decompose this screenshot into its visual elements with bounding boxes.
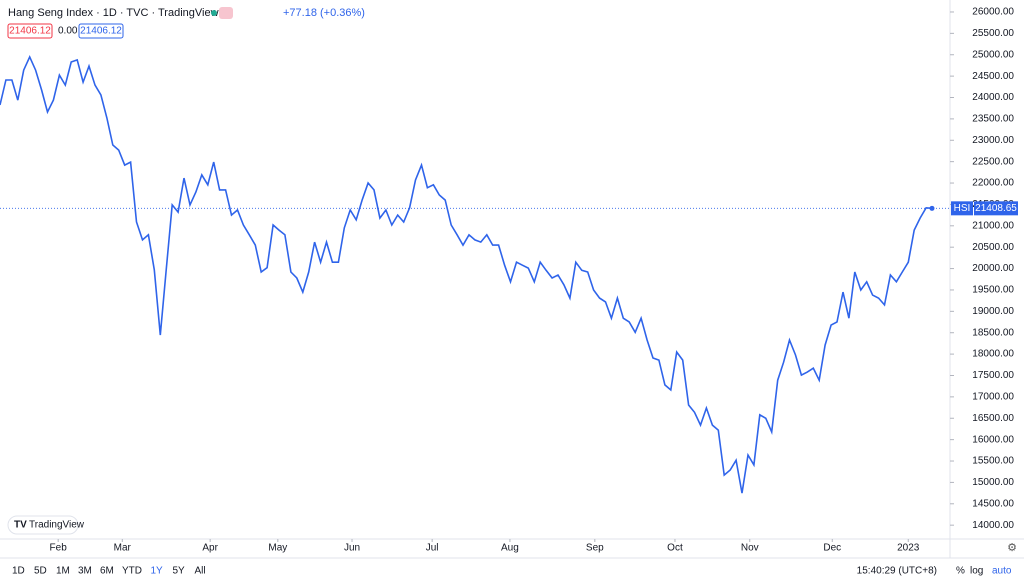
- y-tick-label: 25000.00: [972, 49, 1014, 60]
- scale-option[interactable]: log: [970, 566, 983, 577]
- y-tick-label: 25500.00: [972, 28, 1014, 39]
- x-tick-label: Dec: [823, 543, 841, 554]
- logo-badge: [7, 515, 79, 535]
- y-tick-label: 15000.00: [972, 477, 1014, 488]
- y-tick-label: 23000.00: [972, 135, 1014, 146]
- x-tick-label: Nov: [741, 543, 759, 554]
- x-tick-label: Jun: [344, 543, 360, 554]
- y-tick-label: 19500.00: [972, 285, 1014, 296]
- symbol-title: Hang Seng Index · 1D · TVC · TradingView: [8, 7, 219, 19]
- y-tick-label: 16500.00: [972, 413, 1014, 424]
- y-tick-label: 14000.00: [972, 520, 1014, 531]
- y-tick-label: 24500.00: [972, 71, 1014, 82]
- scale-option[interactable]: auto: [992, 566, 1012, 577]
- range-button[interactable]: 1Y: [151, 566, 164, 577]
- last-point: [929, 205, 935, 211]
- x-tick-label: Apr: [202, 543, 218, 554]
- settings-icon[interactable]: ⚙: [1007, 542, 1017, 554]
- ask-badge: [78, 23, 124, 39]
- symbol-label: HSI: [954, 203, 971, 214]
- y-tick-label: 19000.00: [972, 306, 1014, 317]
- y-tick-label: 24000.00: [972, 92, 1014, 103]
- x-tick-label: Jul: [426, 543, 439, 554]
- range-button[interactable]: 1M: [56, 566, 70, 577]
- x-tick-label: Mar: [114, 543, 132, 554]
- y-tick-label: 20500.00: [972, 242, 1014, 253]
- price-change: +77.18 (+0.36%): [283, 7, 365, 19]
- range-button[interactable]: 5D: [34, 566, 47, 577]
- x-tick-label: Feb: [50, 543, 68, 554]
- bid: 21406.12: [9, 26, 51, 37]
- scale-option[interactable]: %: [956, 566, 965, 577]
- x-tick-label: 2023: [897, 543, 920, 554]
- x-tick-label: Oct: [667, 543, 683, 554]
- y-tick-label: 17500.00: [972, 370, 1014, 381]
- ask: 21406.12: [80, 26, 122, 37]
- clock: 15:40:29 (UTC+8): [857, 566, 937, 577]
- y-tick-label: 15500.00: [972, 456, 1014, 467]
- range-button[interactable]: 5Y: [173, 566, 186, 577]
- y-tick-label: 18500.00: [972, 327, 1014, 338]
- range-button[interactable]: YTD: [122, 566, 142, 577]
- range-button[interactable]: 3M: [78, 566, 92, 577]
- x-tick-label: Sep: [586, 543, 604, 554]
- y-tick-label: 17000.00: [972, 392, 1014, 403]
- y-tick-label: 23500.00: [972, 114, 1014, 125]
- status-dot: [211, 10, 217, 16]
- y-tick-label: 26000.00: [972, 7, 1014, 18]
- price-tag: [974, 201, 1018, 216]
- y-tick-label: 20000.00: [972, 263, 1014, 274]
- x-tick-label: Aug: [501, 543, 519, 554]
- range-button[interactable]: 6M: [100, 566, 114, 577]
- range-button[interactable]: All: [195, 566, 206, 577]
- y-tick-label: 14500.00: [972, 498, 1014, 509]
- range-button[interactable]: 1D: [12, 566, 25, 577]
- y-tick-label: 22500.00: [972, 156, 1014, 167]
- y-tick-label: 16000.00: [972, 434, 1014, 445]
- y-tick-label: 18000.00: [972, 349, 1014, 360]
- y-tick-label: 21000.00: [972, 220, 1014, 231]
- bid-badge: [7, 23, 53, 39]
- price-tag-label: 21408.65: [975, 203, 1017, 214]
- status-icon: [219, 7, 233, 19]
- logo-mark: TV: [14, 520, 27, 531]
- x-tick-label: May: [268, 543, 287, 554]
- symbol-tag: [951, 201, 973, 216]
- price-line: [0, 54, 933, 494]
- spread: 0.00: [58, 26, 78, 37]
- logo-text: TradingView: [29, 520, 85, 531]
- y-tick-label: 22000.00: [972, 178, 1014, 189]
